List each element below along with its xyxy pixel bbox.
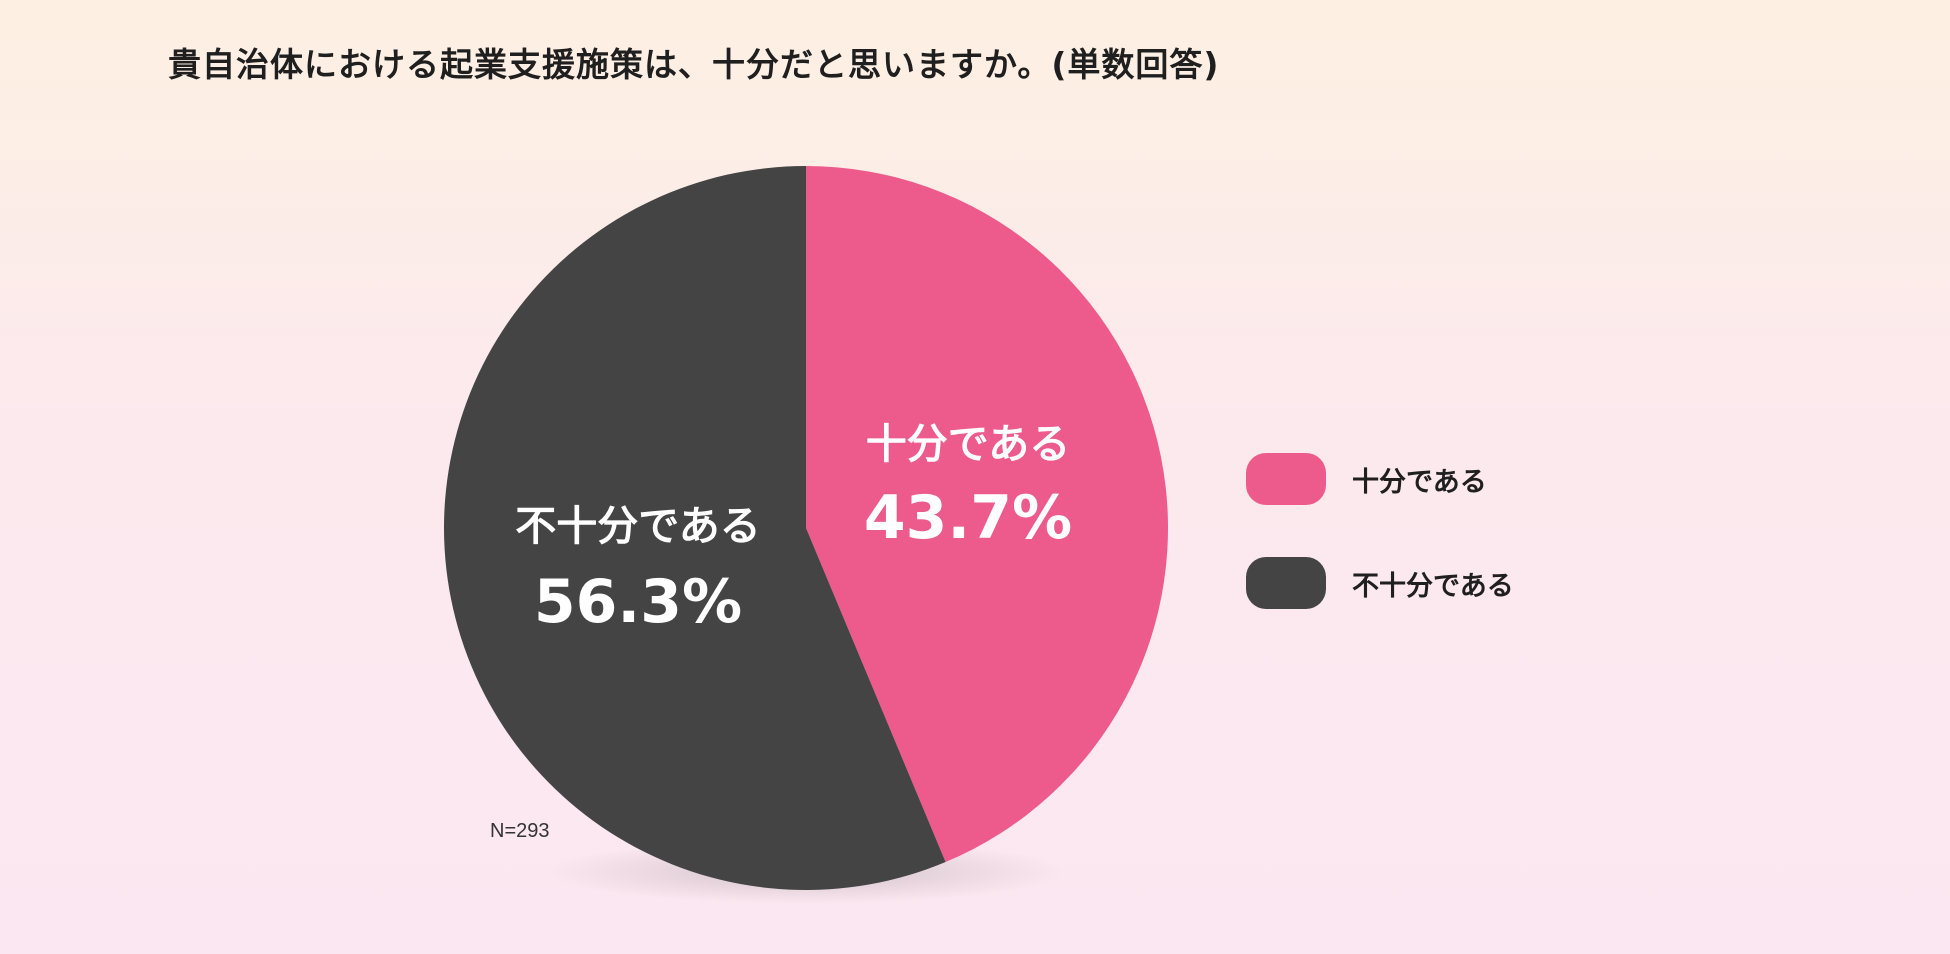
legend-swatch-insufficient [1246,557,1326,609]
slice-label-sufficient: 十分である [866,420,1071,468]
legend-swatch-sufficient [1246,453,1326,505]
slice-value-insufficient: 56.3% [534,567,742,637]
slice-label-insufficient: 不十分である [515,502,761,550]
pie-slice-labels: 十分である 43.7% 不十分である 56.3% [515,420,1072,637]
pie-slice-sufficient [806,165,1169,863]
legend-label-insufficient: 不十分である [1352,570,1514,602]
legend-label-sufficient: 十分である [1352,466,1487,498]
legend-item-insufficient: 不十分である [1246,556,1514,610]
pie-slices [444,165,1169,891]
sample-size-note: N=293 [490,820,550,842]
legend-item-sufficient: 十分である [1246,452,1514,506]
pie-slice-insufficient [444,166,946,891]
slice-value-sufficient: 43.7% [864,483,1072,553]
chart-title: 貴自治体における起業支援施策は、十分だと思いますか。(単数回答) [168,45,1220,84]
legend: 十分である 不十分である [1246,452,1514,660]
